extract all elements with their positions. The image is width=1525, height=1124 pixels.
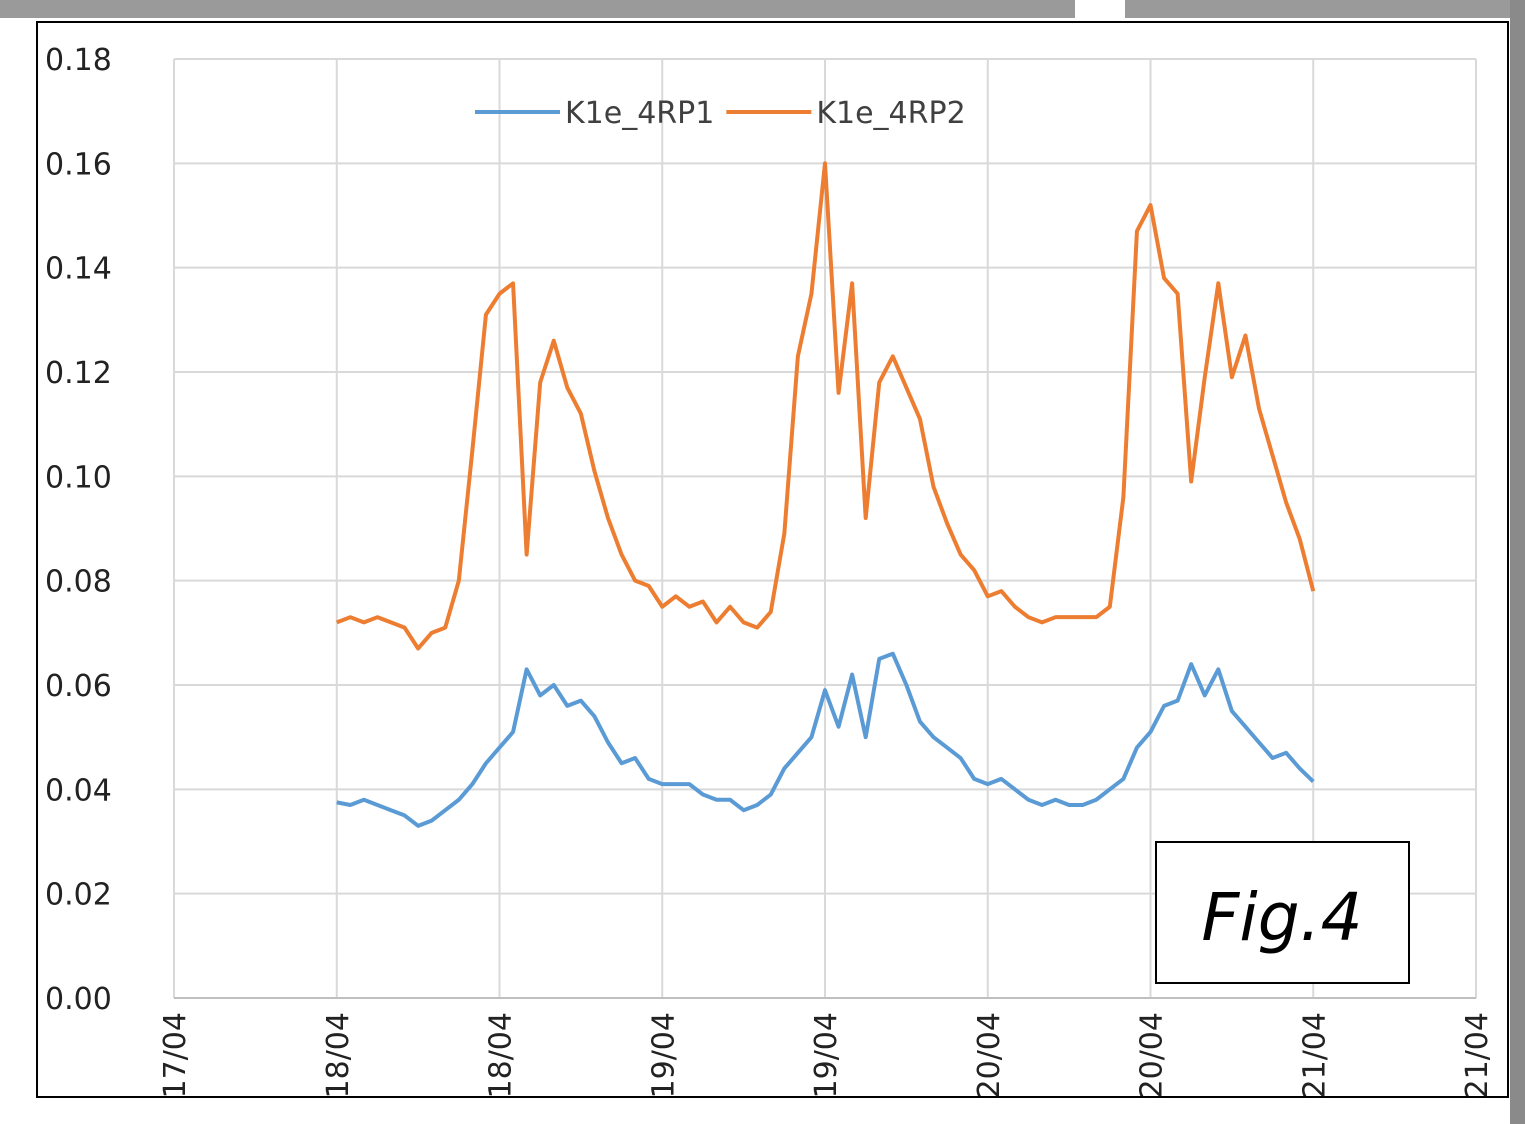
x-tick-label: 18/04 — [321, 1012, 356, 1098]
y-tick-label: 0.02 — [45, 878, 112, 913]
y-tick-label: 0.16 — [45, 147, 112, 182]
annotation: Fig.4 — [1201, 879, 1362, 956]
backdrop-gap — [1075, 0, 1125, 18]
y-tick-label: 0.18 — [45, 43, 112, 78]
y-tick-label: 0.00 — [45, 982, 112, 1017]
x-tick-label: 20/04 — [972, 1012, 1007, 1098]
x-tick-label: 19/04 — [809, 1012, 844, 1098]
x-tick-label: 20/04 — [1135, 1012, 1170, 1098]
backdrop-top — [0, 0, 1525, 18]
x-tick-label: 19/04 — [646, 1012, 681, 1098]
x-tick-label: 18/04 — [484, 1012, 519, 1098]
series-line — [336, 161, 1316, 651]
y-tick-label: 0.12 — [45, 356, 112, 391]
y-tick-label: 0.10 — [45, 460, 112, 495]
y-tick-label: 0.08 — [45, 565, 112, 600]
y-tick-label: 0.04 — [45, 773, 112, 808]
backdrop-right — [1510, 0, 1525, 1124]
legend-label: K1e_4RP2 — [816, 96, 965, 131]
x-tick-label: 21/04 — [1460, 1012, 1495, 1098]
legend-label: K1e_4RP1 — [565, 96, 714, 131]
y-tick-label: 0.06 — [45, 669, 112, 704]
x-tick-label: 17/04 — [158, 1012, 193, 1098]
x-tick-label: 21/04 — [1297, 1012, 1332, 1098]
series-line — [336, 651, 1315, 828]
annotation-box — [1155, 841, 1410, 984]
y-tick-label: 0.14 — [45, 252, 112, 287]
